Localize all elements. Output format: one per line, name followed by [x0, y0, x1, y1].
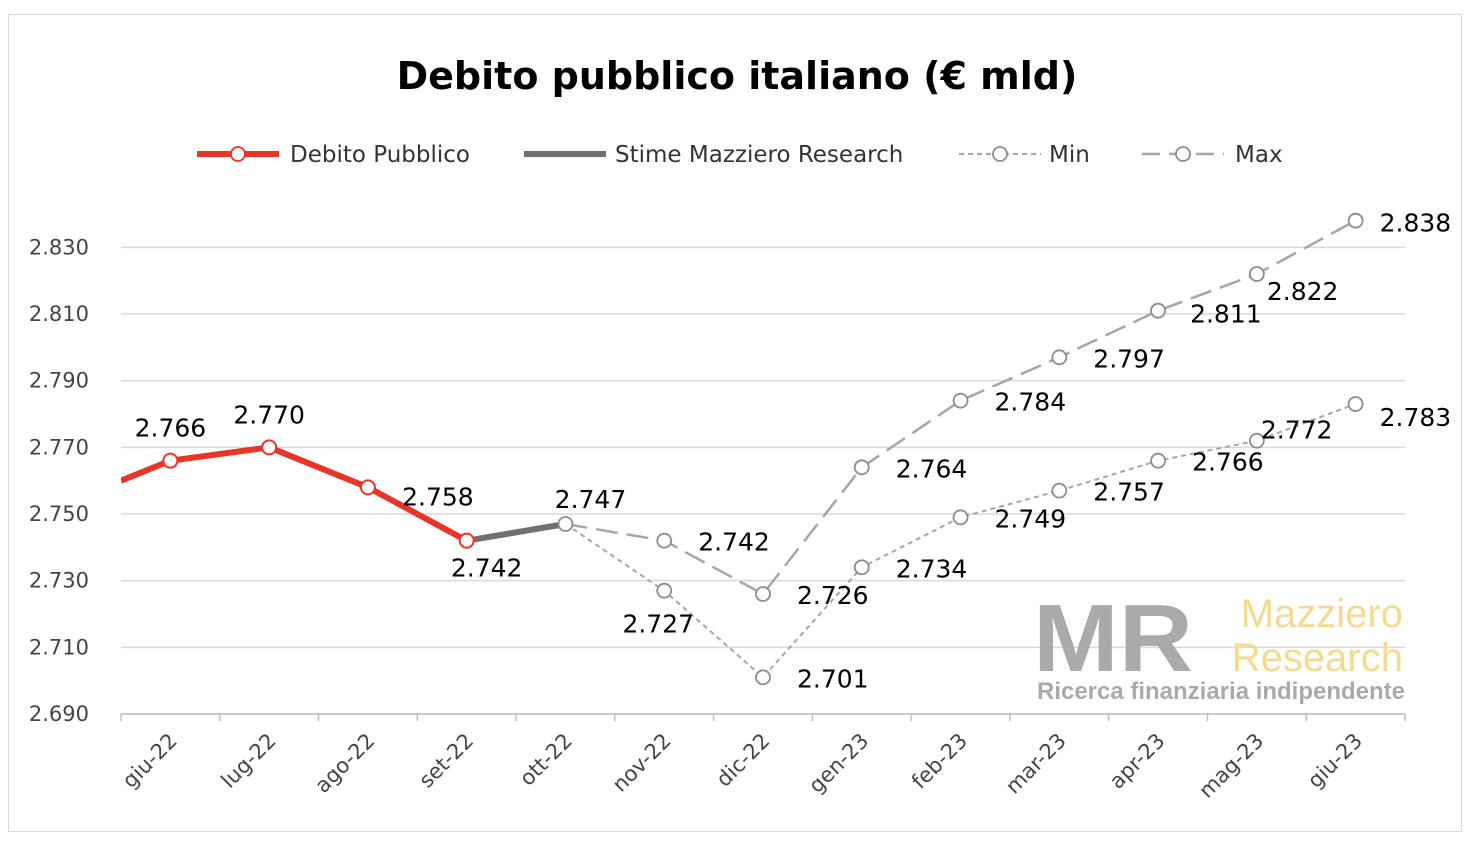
legend-item-stime-mazziero-research: Stime Mazziero Research [524, 142, 903, 168]
y-tick-label: 2.690 [29, 702, 89, 726]
watermark-logo: MR Mazziero Research Ricerca finanziaria… [1033, 585, 1405, 705]
y-tick-label: 2.790 [29, 369, 89, 393]
x-tick-label: ago-22 [310, 729, 379, 798]
x-tick-label: mag-23 [1194, 729, 1268, 803]
data-label: 2.783 [1380, 403, 1452, 432]
point-max [755, 586, 771, 602]
watermark-tagline: Ricerca finanziaria indipendente [1037, 678, 1405, 705]
line-chart: Debito pubblico italiano (€ mld) Debito … [29, 54, 1452, 803]
x-tick-label: lug-22 [216, 729, 280, 793]
point-max [952, 392, 969, 409]
y-tick-label: 2.810 [29, 302, 89, 326]
data-label: 2.758 [402, 482, 474, 511]
chart-frame: Debito pubblico italiano (€ mld) Debito … [8, 14, 1462, 832]
data-labels: 2.766 2.770 2.758 2.742 2.747 2.727 2.701 2.734… [135, 209, 1452, 694]
data-label: 2.770 [233, 400, 305, 429]
data-label: 2.749 [995, 504, 1067, 533]
point-min [1248, 432, 1265, 449]
data-label: 2.727 [622, 610, 694, 639]
data-label: 2.742 [451, 554, 523, 583]
x-tick-label: dic-22 [712, 729, 775, 792]
legend-swatch-marker [1175, 146, 1191, 162]
x-tick-label: mar-23 [1001, 729, 1071, 799]
data-label: 2.734 [896, 554, 968, 583]
point-max [1150, 302, 1166, 319]
watermark-initials: MR [1033, 585, 1193, 692]
data-label: 2.766 [135, 414, 207, 443]
point-max [1347, 212, 1364, 229]
data-label: 2.772 [1261, 416, 1333, 445]
point-min [952, 509, 969, 526]
data-label: 2.838 [1380, 209, 1452, 238]
point-min [755, 669, 771, 686]
x-tick-label: feb-23 [907, 729, 972, 794]
series-line-max [565, 219, 1357, 596]
x-tick-label: giu-23 [1303, 729, 1367, 793]
point-max [853, 459, 870, 476]
data-label: 2.764 [896, 454, 968, 483]
legend-item-max: Max [1142, 142, 1283, 168]
x-tick-label: nov-22 [608, 729, 676, 797]
x-tick-label: apr-23 [1105, 729, 1170, 794]
y-tick-label: 2.710 [29, 635, 89, 659]
y-tick-label: 2.730 [29, 569, 89, 593]
data-label: 2.784 [995, 388, 1067, 417]
data-label: 2.766 [1192, 448, 1264, 477]
data-label: 2.822 [1267, 277, 1339, 306]
point-debito-pubblico [162, 452, 179, 469]
x-tick-label: ott-22 [515, 729, 577, 791]
legend-item-min: Min [959, 142, 1090, 168]
x-tick-label: set-22 [414, 729, 478, 793]
point-min [1150, 452, 1166, 469]
point-max [1248, 266, 1265, 282]
data-label: 2.701 [797, 664, 869, 693]
y-tick-label: 2.830 [29, 235, 89, 259]
legend: Debito Pubblico Stime Mazziero Research Mi… [197, 142, 1283, 168]
data-label: 2.797 [1093, 344, 1165, 373]
point-max [1051, 349, 1068, 366]
legend-label: Max [1235, 142, 1283, 168]
series-layer [121, 212, 1364, 686]
point-max [656, 532, 673, 549]
legend-swatch-marker [230, 146, 246, 162]
legend-label: Min [1049, 142, 1090, 168]
point-debito-pubblico [359, 479, 376, 496]
point-debito-pubblico [458, 532, 475, 549]
point-debito-pubblico [261, 439, 278, 456]
point-min [853, 559, 870, 576]
data-label: 2.757 [1093, 478, 1165, 507]
x-tick-label: gen-23 [804, 729, 873, 798]
legend-label: Debito Pubblico [290, 142, 470, 168]
y-tick-label: 2.750 [29, 502, 89, 526]
point-min [1051, 482, 1068, 499]
chart-title: Debito pubblico italiano (€ mld) [397, 54, 1078, 98]
point-min [656, 582, 673, 599]
x-tick-label: giu-22 [118, 729, 182, 793]
series-line-min [564, 403, 1356, 679]
point-min [1347, 396, 1364, 412]
y-tick-label: 2.770 [29, 435, 89, 459]
data-label: 2.726 [797, 581, 869, 610]
data-label: 2.811 [1190, 300, 1262, 329]
legend-item-debito-pubblico: Debito Pubblico [197, 142, 470, 168]
watermark-name-line2: Research [1232, 636, 1403, 680]
point-stime-mazziero-research [557, 516, 574, 532]
legend-label: Stime Mazziero Research [615, 142, 903, 168]
data-label: 2.747 [555, 485, 627, 514]
watermark-name-line1: Mazziero [1241, 592, 1403, 636]
series-line-stime-mazziero-research [466, 521, 566, 544]
data-label: 2.742 [698, 528, 770, 557]
legend-swatch-marker [992, 146, 1008, 162]
